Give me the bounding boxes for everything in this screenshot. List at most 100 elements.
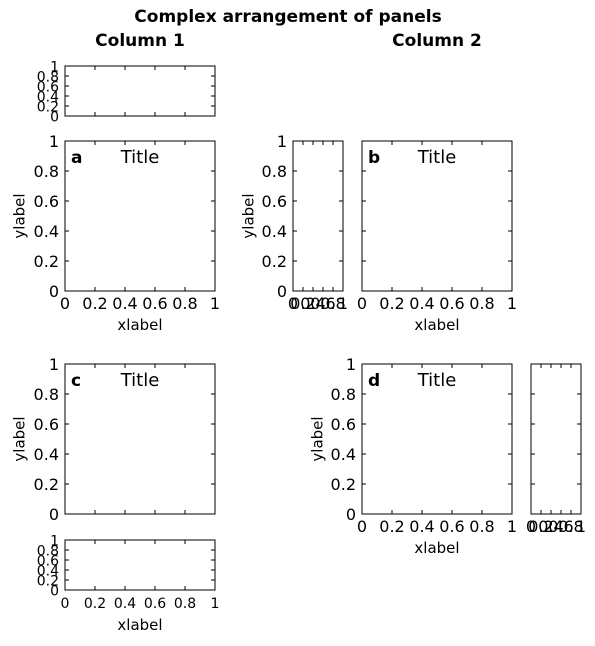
x-tick-label: 0.8 xyxy=(172,294,197,313)
x-tick-label: 0.8 xyxy=(469,517,494,536)
y-tick-label: 1 xyxy=(49,132,59,151)
x-tick-label: 0.8 xyxy=(174,596,196,612)
y-axis-label: ylabel xyxy=(309,416,327,461)
y-tick-label: 0 xyxy=(49,505,59,524)
panel-title: Title xyxy=(120,370,160,391)
y-tick-label: 0.2 xyxy=(331,475,356,494)
y-tick-label: 0 xyxy=(50,109,59,125)
y-tick-label: 0.6 xyxy=(37,553,59,569)
y-tick-label: 0.4 xyxy=(262,222,287,241)
x-tick-label: 0 xyxy=(61,596,70,612)
x-tick-label: 0.4 xyxy=(300,294,325,313)
y-tick-label: 0.2 xyxy=(34,475,59,494)
column-1-title: Column 1 xyxy=(95,31,185,51)
axes-frame xyxy=(361,140,513,292)
axes-frame xyxy=(64,140,216,292)
column-2-title: Column 2 xyxy=(392,31,482,51)
x-tick-label: 0.2 xyxy=(290,294,315,313)
y-tick-label: 0.8 xyxy=(34,385,59,404)
x-tick-label: 0.2 xyxy=(379,517,404,536)
y-tick-label: 0.4 xyxy=(34,222,59,241)
y-axis-label: ylabel xyxy=(11,193,29,238)
x-axis-label: xlabel xyxy=(117,316,162,334)
x-axis-label: xlabel xyxy=(117,616,162,634)
y-tick-label: 0.4 xyxy=(37,89,59,105)
x-tick-label: 1 xyxy=(576,517,586,536)
x-axis-label: xlabel xyxy=(414,539,459,557)
axes-frame xyxy=(64,539,216,591)
x-tick-label: 1 xyxy=(507,294,517,313)
y-tick-label: 1 xyxy=(277,132,287,151)
x-tick-label: 0.8 xyxy=(558,517,583,536)
axes-frame xyxy=(292,140,344,292)
y-tick-label: 0.2 xyxy=(37,573,59,589)
x-tick-label: 0.6 xyxy=(439,517,464,536)
x-tick-label: 0.8 xyxy=(320,294,345,313)
x-tick-label: 0.4 xyxy=(112,294,137,313)
y-tick-label: 0.2 xyxy=(34,252,59,271)
x-tick-label: 0.2 xyxy=(84,596,106,612)
panel-label: c xyxy=(71,371,81,391)
axes-frame xyxy=(530,363,582,515)
x-tick-label: 0.6 xyxy=(144,596,166,612)
y-tick-label: 0.8 xyxy=(37,69,59,85)
axes-frame xyxy=(64,363,216,515)
y-tick-label: 0 xyxy=(346,505,356,524)
y-tick-label: 0.8 xyxy=(262,162,287,181)
y-tick-label: 1 xyxy=(49,355,59,374)
x-tick-label: 1 xyxy=(507,517,517,536)
y-tick-label: 0.6 xyxy=(331,415,356,434)
y-tick-label: 0.4 xyxy=(331,445,356,464)
x-tick-label: 0.4 xyxy=(409,517,434,536)
x-tick-label: 1 xyxy=(211,596,220,612)
panel-label: d xyxy=(368,371,380,391)
x-tick-label: 0.6 xyxy=(439,294,464,313)
x-tick-label: 0.2 xyxy=(528,517,553,536)
x-tick-label: 0.8 xyxy=(469,294,494,313)
y-tick-label: 0.8 xyxy=(37,543,59,559)
y-axis-label: ylabel xyxy=(11,416,29,461)
x-tick-label: 0 xyxy=(60,294,70,313)
x-tick-label: 0.4 xyxy=(538,517,563,536)
y-tick-label: 0.4 xyxy=(37,563,59,579)
y-tick-label: 1 xyxy=(50,533,59,549)
x-tick-label: 0 xyxy=(526,517,536,536)
x-tick-label: 0.2 xyxy=(82,294,107,313)
y-tick-label: 0.6 xyxy=(262,192,287,211)
y-tick-label: 1 xyxy=(346,355,356,374)
x-tick-label: 0.4 xyxy=(409,294,434,313)
y-tick-label: 0.6 xyxy=(37,79,59,95)
axes-frame xyxy=(64,65,216,117)
x-tick-label: 0.2 xyxy=(379,294,404,313)
y-tick-label: 0.6 xyxy=(34,192,59,211)
y-tick-label: 0 xyxy=(277,282,287,301)
figure-suptitle: Complex arrangement of panels xyxy=(134,7,441,27)
x-tick-label: 0.6 xyxy=(310,294,335,313)
panel-b: 0 0.2 0.4 0.6 0.8 1 b Title xlabel xyxy=(357,140,517,334)
panel-narrow-right-d: 00.20.40.60.81 xyxy=(526,363,586,536)
y-tick-label: 0.4 xyxy=(34,445,59,464)
x-axis-label: xlabel xyxy=(414,316,459,334)
panels: 00.20.40.60.810 0.2 0.4 0.6 0.8 100.20.40.60.… xyxy=(11,59,587,634)
x-tick-label: 0 xyxy=(357,294,367,313)
panel-d: 0 0.2 0.4 0.6 0.8 100.20.40.60.81d Titlexlabel… xyxy=(309,355,518,557)
panel-label: a xyxy=(71,148,82,168)
y-tick-label: 0.2 xyxy=(262,252,287,271)
x-tick-label: 0.4 xyxy=(114,596,136,612)
panel-title: Title xyxy=(120,147,160,168)
y-tick-label: 0.2 xyxy=(37,99,59,115)
panel-a: 0 0.2 0.4 0.6 0.8 100.20.40.60.81a Titlexlabel… xyxy=(11,132,221,334)
y-tick-label: 0 xyxy=(49,282,59,301)
panel-label: b xyxy=(368,148,380,168)
x-tick-label: 0.6 xyxy=(548,517,573,536)
x-tick-label: 0 xyxy=(357,517,367,536)
x-tick-label: 1 xyxy=(338,294,348,313)
y-tick-label: 0 xyxy=(50,583,59,599)
panel-top-small: 00.20.40.60.81 xyxy=(37,59,216,125)
panel-title: Title xyxy=(417,370,457,391)
y-tick-label: 1 xyxy=(50,59,59,75)
y-tick-label: 0.8 xyxy=(331,385,356,404)
